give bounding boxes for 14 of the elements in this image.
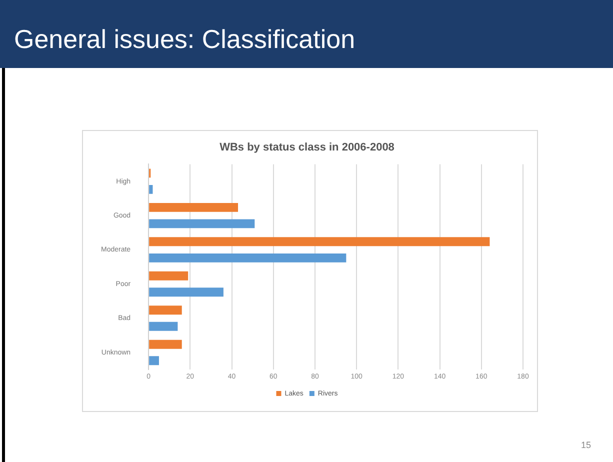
- bar: [149, 237, 490, 246]
- bar: [149, 322, 178, 331]
- bar: [149, 340, 182, 349]
- bar: [149, 306, 182, 315]
- text: 15: [580, 440, 591, 450]
- chart-subtitle: WBs by status class in 2006-2008: [220, 142, 394, 154]
- bar: [149, 219, 255, 228]
- chart-title: General issues: Classification: [14, 24, 356, 55]
- bar: [149, 202, 238, 212]
- bar: [149, 356, 159, 366]
- bar: [149, 288, 224, 297]
- bar: [149, 253, 346, 262]
- bar: [149, 271, 188, 280]
- bar: [149, 184, 153, 194]
